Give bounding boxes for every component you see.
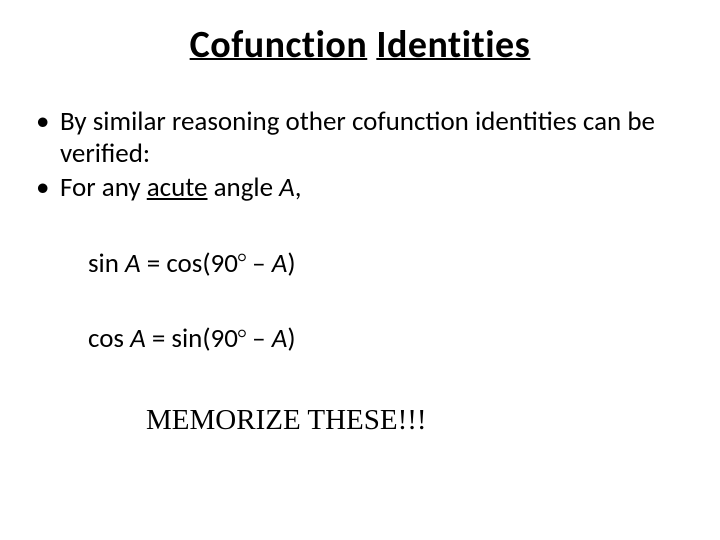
eq2-var-lhs: A <box>130 322 146 355</box>
eq1-func: sin <box>88 247 125 280</box>
eq2-degree-icon: ○ <box>238 324 246 342</box>
slide: Cofunction Identities By similar reasoni… <box>0 0 720 540</box>
bullet-1: By similar reasoning other cofunction id… <box>34 106 686 170</box>
title-word-1: Cofunction <box>190 22 368 68</box>
eq2-func: cos <box>88 322 130 355</box>
bullet-2-suffix: , <box>295 171 302 204</box>
eq2-mid: = sin(90 <box>146 322 238 355</box>
eq1-mid: = cos(90 <box>141 247 238 280</box>
bullet-list: By similar reasoning other cofunction id… <box>34 106 686 204</box>
bullet-1-text: By similar reasoning other cofunction id… <box>60 105 655 170</box>
eq2-tail-post: ) <box>287 322 295 355</box>
eq1-degree-icon: ○ <box>238 248 246 266</box>
eq2-tail-pre: – <box>246 322 272 355</box>
eq1-tail-pre: – <box>246 247 272 280</box>
bullet-2-mid: angle <box>207 171 279 204</box>
eq2-var-rhs: A <box>272 322 288 355</box>
bullet-2: For any acute angle A, <box>34 172 686 204</box>
memorize-text: MEMORIZE THESE!!! <box>34 403 686 437</box>
bullet-2-prefix: For any <box>60 171 147 204</box>
title-word-2: Identities <box>376 22 530 68</box>
eq1-var-rhs: A <box>272 247 288 280</box>
equation-2: cos A = sin(90○ – A) <box>34 323 686 355</box>
eq1-tail-post: ) <box>287 247 295 280</box>
equation-1: sin A = cos(90○ – A) <box>34 248 686 280</box>
bullet-2-var: A <box>279 171 295 204</box>
eq1-var-lhs: A <box>125 247 141 280</box>
slide-body: By similar reasoning other cofunction id… <box>0 68 720 438</box>
slide-title: Cofunction Identities <box>0 0 720 68</box>
bullet-2-underlined: acute <box>147 171 208 204</box>
